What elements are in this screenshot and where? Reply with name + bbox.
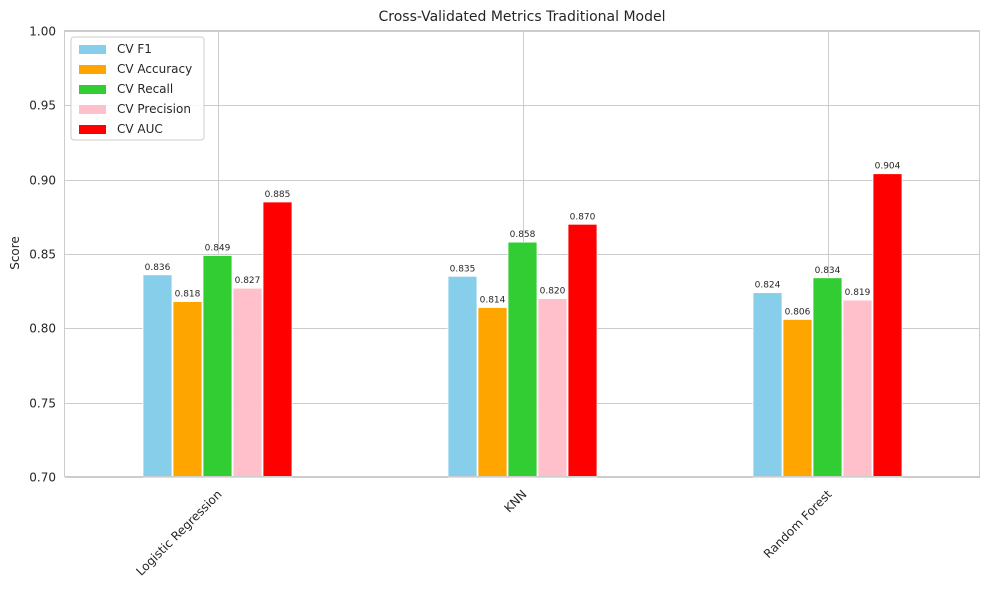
bars: [142, 173, 903, 478]
y-tick-label: 1.00: [29, 25, 56, 39]
bar: [142, 274, 173, 478]
bar: [477, 307, 508, 478]
data-label: 0.834: [815, 266, 841, 276]
x-tick-label: KNN: [501, 487, 529, 515]
legend-box: [70, 36, 205, 141]
y-tick-label: 0.95: [29, 99, 56, 113]
bar: [507, 241, 538, 478]
bar: [262, 201, 293, 478]
legend-swatch: [79, 45, 106, 54]
bar: [172, 301, 203, 478]
legend-swatch: [79, 105, 106, 114]
legend-label: CV Accuracy: [117, 62, 192, 76]
data-label: 0.820: [540, 287, 566, 297]
legend-swatch: [79, 65, 106, 74]
bar: [752, 292, 783, 478]
data-label: 0.849: [205, 243, 231, 253]
chart-title: Cross-Validated Metrics Traditional Mode…: [378, 9, 665, 25]
y-tick-label: 0.70: [29, 471, 56, 485]
legend-label: CV F1: [117, 42, 152, 56]
data-label: 0.904: [875, 162, 901, 172]
data-label: 0.819: [845, 288, 871, 298]
data-label: 0.824: [755, 281, 781, 291]
data-label: 0.827: [235, 276, 261, 286]
y-tick-label: 0.75: [29, 397, 56, 411]
data-label: 0.818: [175, 290, 201, 300]
bar: [447, 275, 478, 478]
legend-label: CV AUC: [117, 122, 163, 136]
data-labels: 0.836 0.835 0.824 0.818 0.814 0.806 0.849 0.858…: [145, 162, 901, 318]
bar: [782, 319, 813, 478]
bar: [842, 299, 873, 478]
bar: [872, 173, 903, 478]
legend-swatch: [79, 85, 106, 94]
y-axis-label: Score: [8, 236, 22, 270]
bar: [232, 287, 263, 478]
bar: [567, 223, 598, 478]
x-tick-label: Logistic Regression: [133, 487, 224, 578]
data-label: 0.870: [570, 212, 596, 222]
y-tick-label: 0.90: [29, 174, 56, 188]
plot-frame: [64, 30, 980, 477]
legend-label: CV Recall: [117, 82, 173, 96]
bar: [202, 255, 233, 478]
data-label: 0.835: [450, 264, 476, 274]
bar: [537, 298, 568, 478]
data-label: 0.836: [145, 263, 171, 273]
data-label: 0.858: [510, 230, 536, 240]
data-label: 0.806: [785, 307, 811, 317]
legend-swatch: [79, 125, 106, 134]
y-tick-label: 0.80: [29, 322, 56, 336]
legend: CV F1 CV Accuracy CV Recall CV Precision CV …: [70, 36, 205, 141]
bar: [812, 277, 843, 478]
x-tick-label: Random Forest: [761, 487, 835, 561]
y-tick-label: 0.85: [29, 248, 56, 262]
legend-label: CV Precision: [117, 102, 191, 116]
data-label: 0.814: [480, 296, 506, 306]
data-label: 0.885: [265, 190, 291, 200]
